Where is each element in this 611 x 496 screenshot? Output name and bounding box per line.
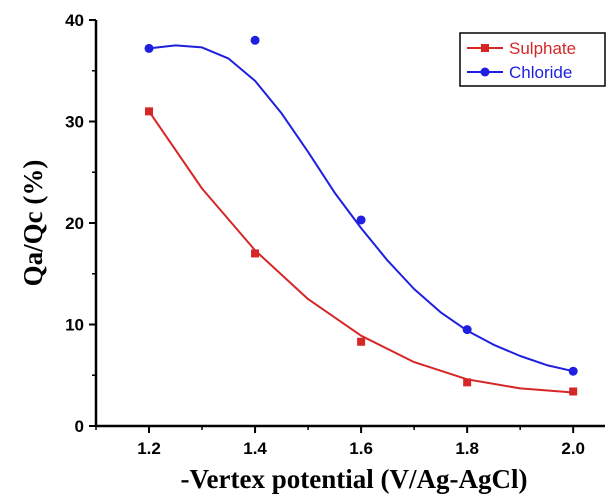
y-tick-label: 30	[65, 113, 84, 132]
chloride-fit-line	[148, 44, 574, 373]
sulphate-point	[251, 249, 260, 258]
chloride-point	[568, 366, 578, 376]
chloride-point	[356, 215, 366, 225]
y-tick-label: 10	[65, 316, 84, 335]
chloride-point	[144, 43, 154, 53]
legend-box	[459, 32, 606, 87]
legend-label-sulphate: Sulphate	[509, 39, 576, 58]
sulphate-point	[569, 387, 578, 396]
x-tick-label: 1.8	[455, 439, 479, 458]
legend-marker-sulphate	[481, 44, 489, 52]
sulphate-fit-line	[148, 110, 574, 394]
x-tick-label: 1.2	[137, 439, 161, 458]
chloride-point	[250, 35, 260, 45]
y-axis-title: Qa/Qc (%)	[18, 160, 48, 287]
x-tick-label: 1.6	[349, 439, 373, 458]
sulphate-point	[463, 378, 472, 387]
x-axis-title: -Vertex potential (V/Ag-AgCl)	[181, 464, 528, 494]
legend-marker-chloride	[480, 67, 490, 77]
chloride-point	[462, 325, 472, 335]
x-tick-label: 2.0	[561, 439, 585, 458]
y-tick-label: 0	[75, 417, 84, 436]
x-tick-label: 1.4	[243, 439, 267, 458]
legend: Sulphate Chloride	[459, 32, 606, 87]
series-layer	[144, 35, 578, 396]
sulphate-point	[357, 337, 366, 346]
axes-layer: 1.2 1.4 1.6 1.8 2.0 0 10 20 30 40	[65, 11, 605, 458]
legend-label-chloride: Chloride	[509, 63, 572, 82]
y-tick-label: 40	[65, 11, 84, 30]
sulphate-point	[145, 107, 154, 116]
y-tick-label: 20	[65, 214, 84, 233]
